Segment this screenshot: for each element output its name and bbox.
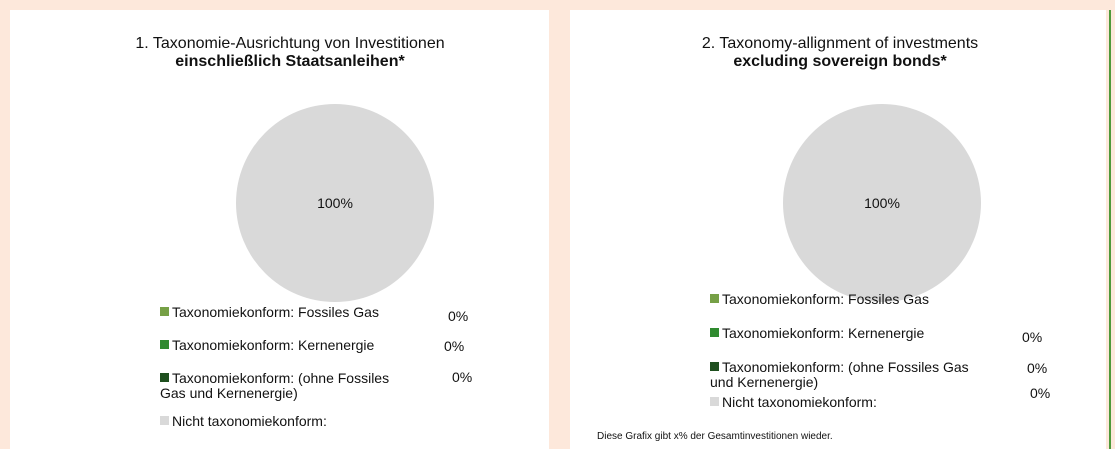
pie-slice [236, 104, 434, 302]
legend-item: Taxonomiekonform: Kernenergie [710, 326, 985, 341]
legend-label: Nicht taxonomiekonform: [172, 413, 327, 429]
legend-label: Taxonomiekonform: Kernenergie [172, 337, 375, 353]
legend-swatch [710, 362, 719, 371]
legend-swatch [160, 373, 169, 382]
pie-slice [783, 104, 981, 302]
legend-item: Taxonomiekonform: (ohne Fossiles Gas und… [160, 371, 395, 401]
legend-item: Nicht taxonomiekonform: [160, 414, 395, 429]
value-label: 100% [864, 195, 900, 211]
edge-line [1109, 10, 1111, 449]
legend-label: Taxonomiekonform: (ohne Fossiles Gas und… [160, 370, 390, 401]
legend-label: Nicht taxonomiekonform: [722, 394, 877, 410]
legend-swatch [710, 294, 719, 303]
legend-swatch [710, 397, 719, 406]
legend-label: Taxonomiekonform: Fossiles Gas [722, 291, 929, 307]
footnote: Diese Grafix gibt x% der Gesamtinvestiti… [597, 431, 833, 442]
legend-label: Taxonomiekonform: Kernenergie [722, 325, 925, 341]
legend-item: Taxonomiekonform: (ohne Fossiles Gas und… [710, 360, 985, 390]
value-label: 100% [317, 195, 353, 211]
chart-title: 2. Taxonomy-allignment of investments [701, 35, 979, 52]
value-label: 0% [452, 369, 473, 385]
legend-item: Taxonomiekonform: Kernenergie [160, 338, 395, 353]
legend-swatch [160, 307, 169, 316]
legend-label: Taxonomiekonform: (ohne Fossiles Gas und… [710, 359, 969, 390]
legend-item: Nicht taxonomiekonform: [710, 395, 985, 410]
legend-item: Taxonomiekonform: Fossiles Gas [710, 292, 985, 307]
value-label: 0% [1030, 385, 1051, 401]
legend-label: Taxonomiekonform: Fossiles Gas [172, 304, 379, 320]
value-label: 0% [1027, 360, 1048, 376]
value-label: 0% [1022, 329, 1043, 345]
value-label: 0% [444, 338, 465, 354]
chart-title: 1. Taxonomie-Ausrichtung von Investition… [135, 35, 445, 52]
value-label: 0% [448, 308, 469, 324]
legend-swatch [160, 340, 169, 349]
chart-subtitle: einschließlich Staatsanleihen* [175, 53, 405, 70]
legend-swatch [710, 328, 719, 337]
legend-swatch [160, 416, 169, 425]
chart-subtitle: excluding sovereign bonds* [733, 53, 947, 70]
legend-item: Taxonomiekonform: Fossiles Gas [160, 305, 395, 320]
